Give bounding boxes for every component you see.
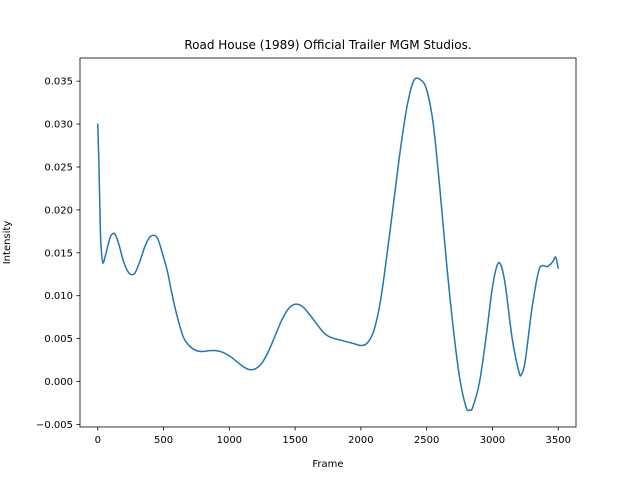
y-axis-ticks: −0.005 0.000 0.005 0.010 0.015 0.020 0.025 0.03… [36, 77, 80, 431]
y-tick-label: 0.010 [44, 291, 73, 302]
x-tick-label: 3000 [480, 435, 505, 446]
plot-area-frame [79, 57, 577, 428]
x-tick-label: 3500 [546, 435, 571, 446]
y-tick-label: 0.000 [44, 377, 73, 388]
y-tick-label: −0.005 [36, 420, 73, 431]
x-axis-label: Frame [312, 459, 343, 470]
x-axis-ticks: 0 500 1000 1500 2000 2500 3000 3500 [95, 427, 571, 446]
x-tick-label: 2500 [414, 435, 439, 446]
x-tick-label: 0 [95, 435, 101, 446]
x-tick-label: 1500 [282, 435, 307, 446]
y-tick-label: 0.030 [44, 120, 73, 131]
x-tick-label: 1000 [217, 435, 242, 446]
y-tick-label: 0.035 [44, 77, 73, 88]
y-axis-label: Intensity [2, 221, 13, 265]
x-tick-label: 2000 [348, 435, 373, 446]
chart-title: Road House (1989) Official Trailer MGM S… [184, 38, 471, 52]
y-tick-label: 0.015 [44, 248, 73, 259]
y-tick-label: 0.020 [44, 205, 73, 216]
y-tick-label: 0.005 [44, 334, 73, 345]
x-tick-label: 500 [154, 435, 173, 446]
series-line [97, 77, 559, 412]
y-tick-label: 0.025 [44, 162, 73, 173]
